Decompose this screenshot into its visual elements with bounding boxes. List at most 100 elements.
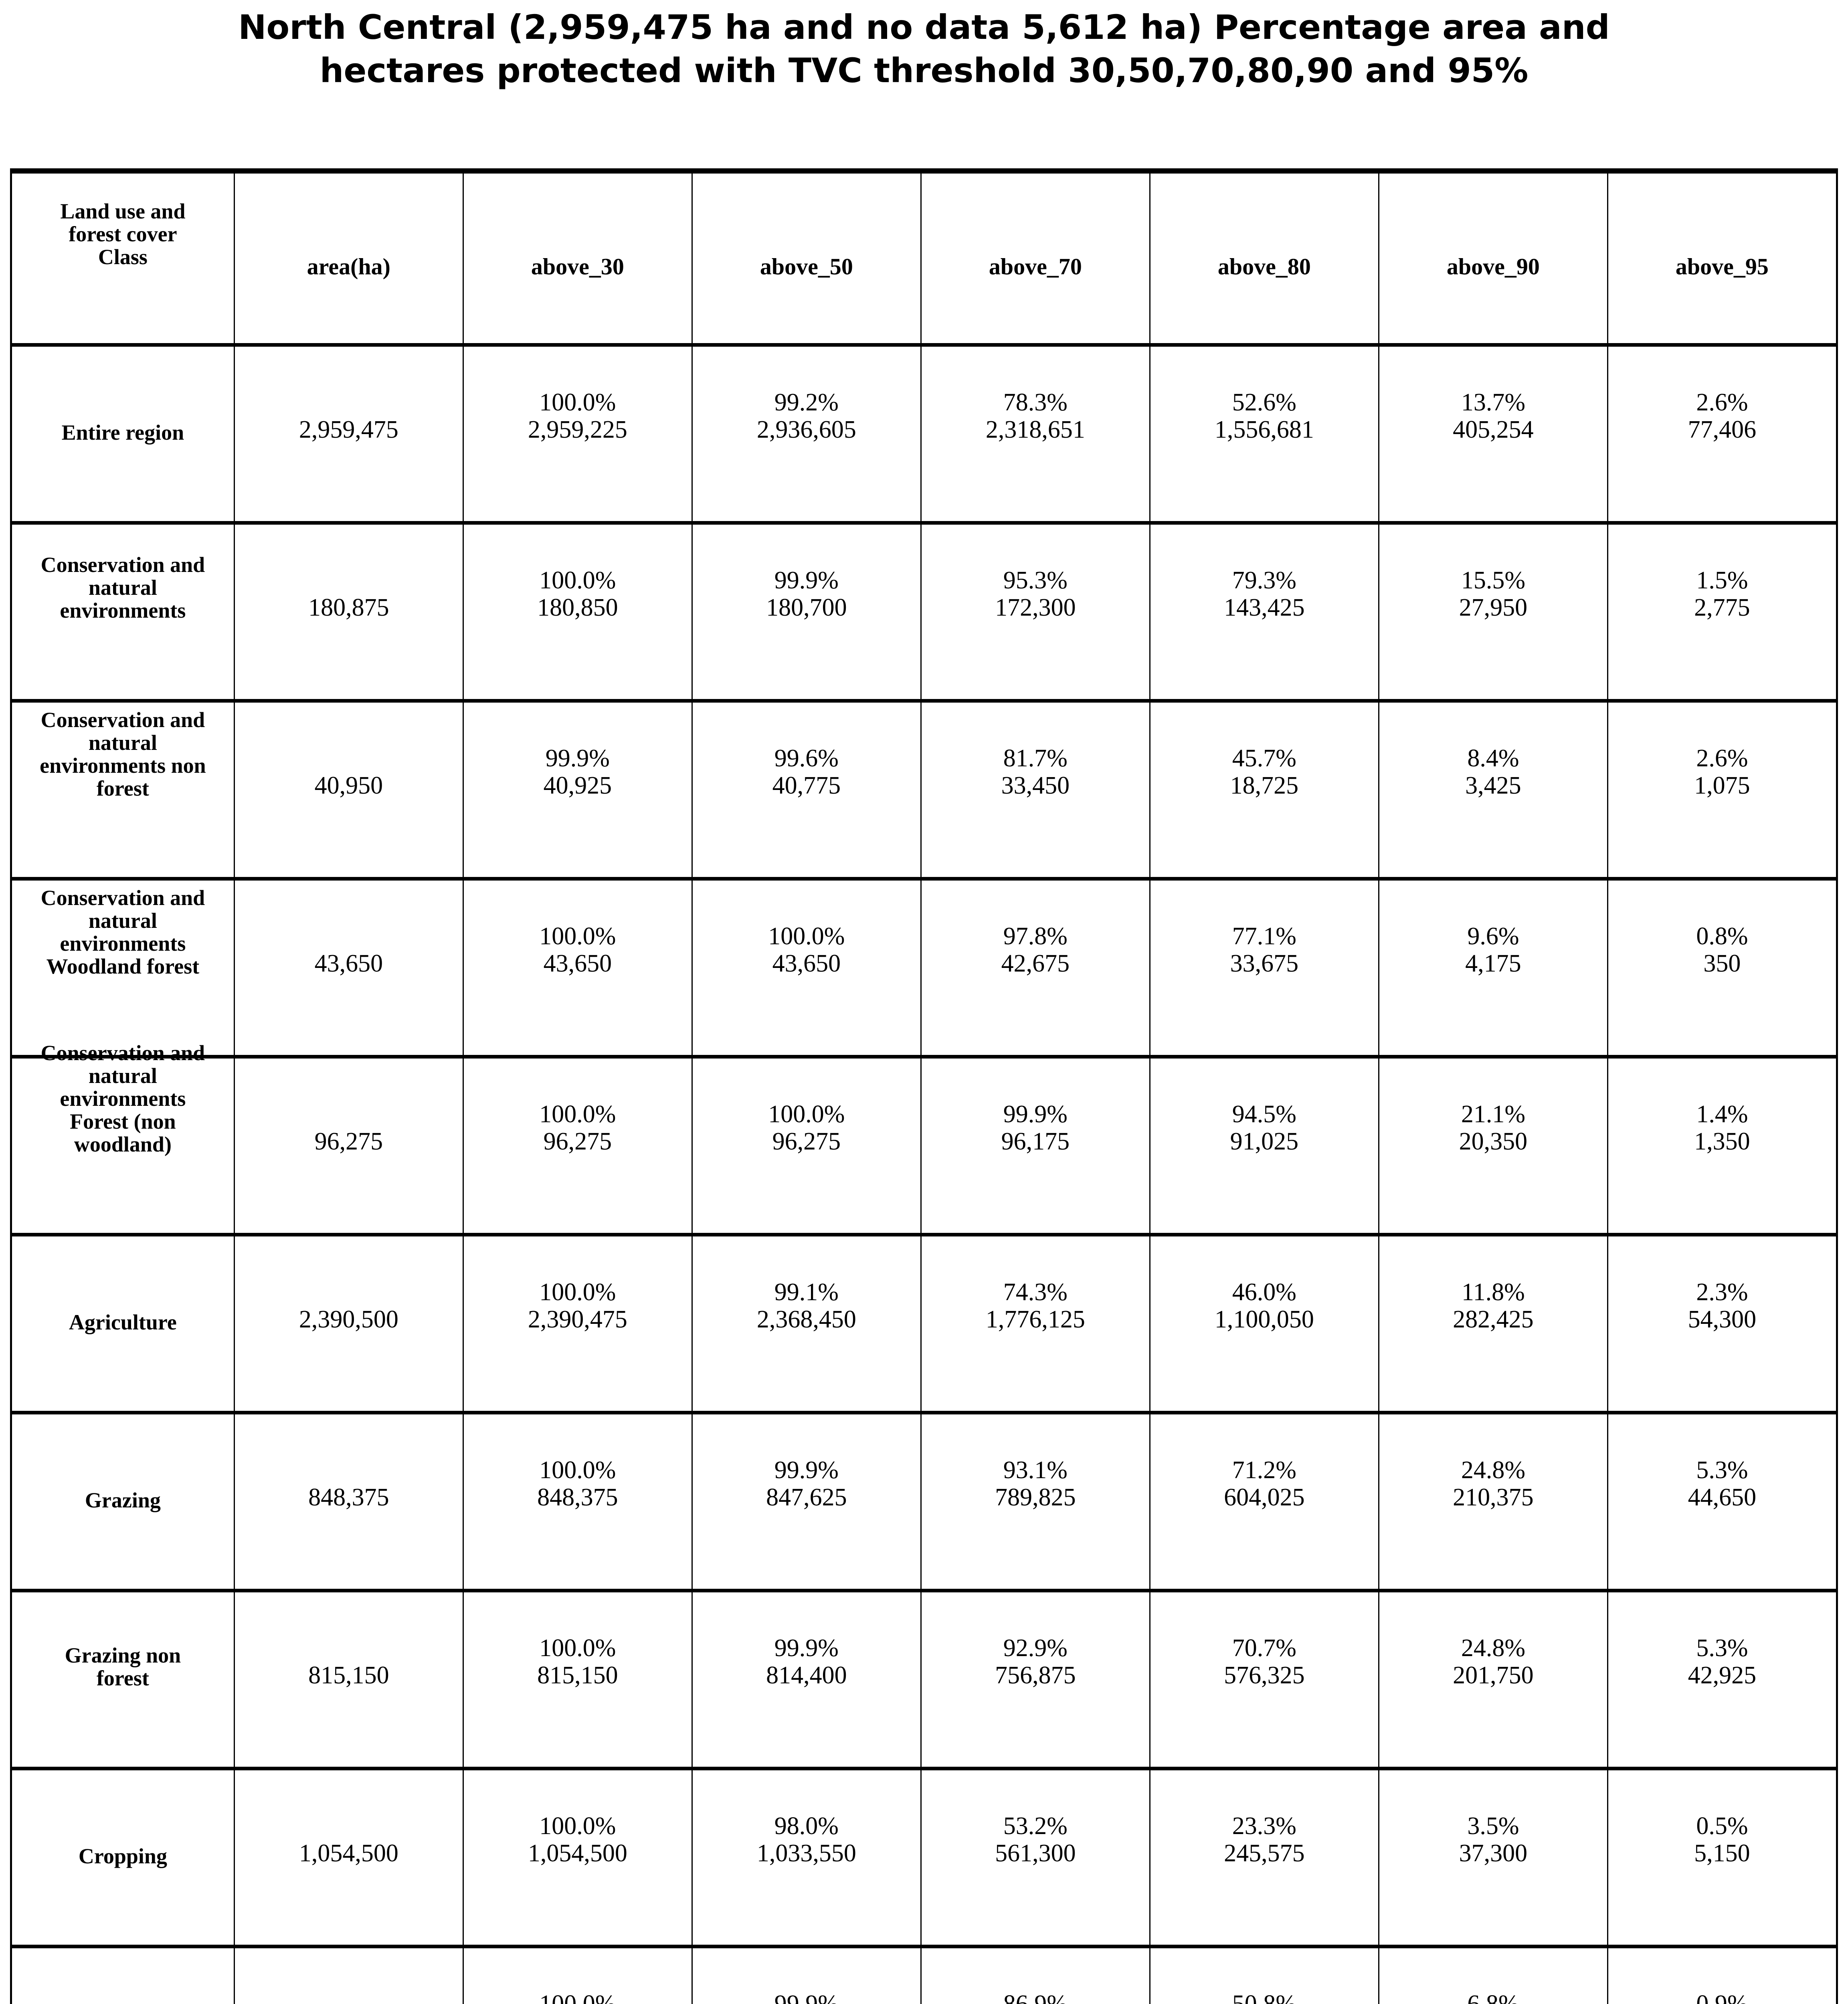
percent-value: 2.6% [1696, 744, 1748, 772]
row-label-cell: Entire region [12, 347, 234, 521]
cell-values: 0.5% 5,150 [1608, 1812, 1836, 1867]
row-label: Conservation and natural environments Wo… [40, 885, 205, 978]
row-label-cell: Conservation and natural environments no… [12, 703, 234, 877]
cell-values: 50.8%241,900 [1150, 1990, 1378, 2004]
row-label-cell: Grazing [12, 1414, 234, 1589]
percent-value: 100.0% [539, 388, 616, 416]
cell-area: 43,650 [233, 881, 463, 1055]
cell-values: 23.3% 245,575 [1150, 1812, 1378, 1867]
percent-value: 71.2% [1232, 1456, 1296, 1484]
hectares-value: 44,650 [1688, 1483, 1757, 1511]
hectares-value: 2,959,225 [528, 416, 627, 443]
hectares-value: 815,150 [308, 1661, 389, 1689]
cell-above-90: 21.1% 20,350 [1378, 1059, 1607, 1233]
percent-value [235, 1634, 463, 1662]
hectares-value: 1,033,550 [756, 1839, 856, 1867]
row-label-cell: Conservation and natural environments Fo… [12, 1041, 234, 1233]
percent-value: 0.5% [1696, 1812, 1748, 1840]
percent-value: 100.0% [768, 1100, 845, 1128]
cell-area: 96,275 [233, 1059, 463, 1233]
percent-value: 9.6% [1467, 922, 1519, 950]
cell-above-95: 2.3% 54,300 [1607, 1236, 1836, 1411]
table-row: Entire region 2,959,475 100.0% 2,959,225 99… [12, 343, 1836, 521]
percent-value: 99.1% [774, 1278, 839, 1306]
cell-values: 81.7% 33,450 [922, 745, 1149, 799]
percent-value [235, 1279, 463, 1306]
cell-above-70: 86.9%414,250 [920, 1948, 1149, 2004]
hectares-value: 2,390,500 [299, 1305, 398, 1333]
cell-values: 2,959,475 [235, 389, 463, 443]
hectares-value: 201,750 [1453, 1661, 1534, 1689]
hectares-value: 40,950 [314, 772, 383, 799]
row-label-cell: Conservation and natural environments [12, 525, 234, 699]
row-label-cell: Conservation and natural environments Wo… [12, 881, 234, 1055]
hectares-value: 1,556,681 [1214, 416, 1314, 443]
cell-above-80: 52.6% 1,556,681 [1149, 347, 1378, 521]
hectares-value: 180,875 [308, 594, 389, 621]
cell-above-50: 99.1% 2,368,450 [691, 1236, 920, 1411]
hectares-value: 815,150 [537, 1661, 618, 1689]
percent-value: 1.5% [1696, 566, 1748, 594]
cell-values: 46.0% 1,100,050 [1150, 1279, 1378, 1333]
hectares-value: 1,100,050 [1214, 1305, 1314, 1333]
percent-value [235, 1101, 463, 1128]
cell-values: 74.3% 1,776,125 [922, 1279, 1149, 1333]
cell-values: 99.1% 2,368,450 [693, 1279, 920, 1333]
cell-above-70: 78.3% 2,318,651 [920, 347, 1149, 521]
hectares-value: 756,875 [995, 1661, 1076, 1689]
hectares-value: 96,275 [543, 1127, 612, 1155]
hectares-value: 814,400 [766, 1661, 847, 1689]
percent-value [235, 1457, 463, 1484]
table-row: Conservation and natural environments Wo… [12, 877, 1836, 1055]
cell-values: 24.8% 210,375 [1379, 1457, 1607, 1511]
percent-value: 11.8% [1461, 1278, 1525, 1306]
cell-above-50: 99.9% 847,625 [691, 1414, 920, 1589]
percent-value [235, 745, 463, 772]
cell-area: 848,375 [233, 1414, 463, 1589]
cell-values: 5.3% 42,925 [1608, 1634, 1836, 1689]
cell-values: 848,375 [235, 1457, 463, 1511]
row-label-cell: Cropping [12, 1770, 234, 1945]
percent-value: 78.3% [1003, 388, 1068, 416]
cell-above-80: 46.0% 1,100,050 [1149, 1236, 1378, 1411]
cell-above-80: 23.3% 245,575 [1149, 1770, 1378, 1945]
cell-values: 95.3% 172,300 [922, 567, 1149, 621]
percent-value: 5.3% [1696, 1634, 1748, 1662]
hectares-value: 405,254 [1453, 416, 1534, 443]
cell-values: 43,650 [235, 923, 463, 977]
cell-above-90: 15.5% 27,950 [1378, 525, 1607, 699]
hectares-value: 5,150 [1694, 1839, 1750, 1867]
cell-values: 100.0% 2,390,475 [464, 1279, 691, 1333]
row-label: Entire region [61, 420, 184, 444]
percent-value: 99.9% [545, 744, 610, 772]
cell-above-90: 24.8% 210,375 [1378, 1414, 1607, 1589]
percent-value: 1.4% [1696, 1100, 1748, 1128]
percent-value: 99.9% [774, 1990, 839, 2004]
cell-values: 99.9% 180,700 [693, 567, 920, 621]
cell-above-95: 0.9%4,300 [1607, 1948, 1836, 2004]
hectares-value: 848,375 [537, 1483, 618, 1511]
cell-values: 70.7% 576,325 [1150, 1634, 1378, 1689]
hectares-value: 143,425 [1224, 594, 1305, 621]
cell-values: 45.7% 18,725 [1150, 745, 1378, 799]
cell-values: 1,054,500 [235, 1812, 463, 1867]
header-landuse-class: Land use and forest cover Class [12, 174, 234, 343]
row-label: Conservation and natural environments [40, 552, 205, 622]
cell-area: 815,150 [233, 1592, 463, 1767]
cell-values: 2.6% 1,075 [1608, 745, 1836, 799]
percent-value: 52.6% [1232, 388, 1296, 416]
percent-value: 95.3% [1003, 566, 1068, 594]
header-above-30: above_30 [462, 174, 691, 343]
cell-above-80: 50.8%241,900 [1149, 1948, 1378, 2004]
cell-above-30: 100.0%476,550 [462, 1948, 691, 2004]
percent-value [235, 923, 463, 950]
cell-above-95: 0.5% 5,150 [1607, 1770, 1836, 1945]
hectares-value: 18,725 [1230, 772, 1299, 799]
percent-value [235, 1812, 463, 1840]
cell-values: 99.9% 847,625 [693, 1457, 920, 1511]
table-row: Conservation and natural environments 18… [12, 521, 1836, 699]
hectares-value: 54,300 [1688, 1305, 1757, 1333]
hectares-value: 43,650 [543, 949, 612, 977]
hectares-value: 180,850 [537, 594, 618, 621]
cell-above-30: 100.0% 180,850 [462, 525, 691, 699]
